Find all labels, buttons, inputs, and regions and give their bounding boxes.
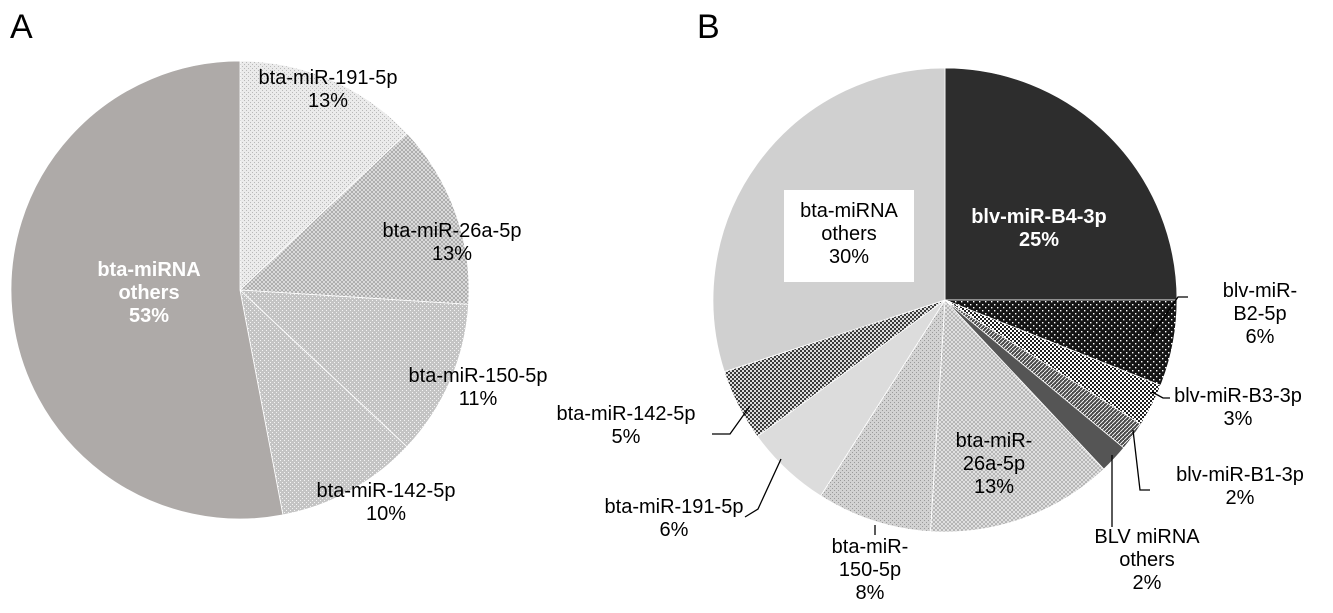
panel-b-letter: B — [697, 8, 720, 46]
pie-chart-b: blv-miR-B4-3p25%blv-miR-B2-5p6%blv-miR-B… — [557, 67, 1304, 604]
slice-name-line: blv-miR-B1-3p — [1176, 464, 1304, 486]
slice-name-line: others — [118, 282, 179, 304]
pie-slice-5 — [10, 60, 284, 520]
slices — [10, 60, 470, 520]
slice-name-line: B2-5p — [1233, 303, 1286, 325]
slice-percent-label: 10% — [366, 503, 406, 525]
slice-name-line: bta-miR-142-5p — [557, 403, 696, 425]
slice-name-line: others — [1119, 549, 1175, 571]
leader-line — [1150, 296, 1188, 337]
slice-name-line: blv-miR- — [1223, 280, 1297, 302]
slice-label: bta-miR-191-5p6% — [605, 496, 744, 541]
slice-name-line: blv-miR-B3-3p — [1174, 385, 1302, 407]
slice-name-line: others — [821, 223, 877, 245]
pie-slice-4 — [239, 288, 408, 516]
slice-label: bta-miR-150-5p8% — [832, 536, 909, 604]
pie-slice-3 — [238, 289, 469, 448]
slice-labels: bta-miR-191-5p13%bta-miR-26a-5p13%bta-mi… — [97, 67, 547, 525]
slice-name-line: bta-miR-150-5p — [409, 365, 548, 387]
slice-name-line: 150-5p — [839, 559, 901, 581]
pie-chart-a: bta-miR-191-5p13%bta-miR-26a-5p13%bta-mi… — [10, 60, 547, 525]
slice-percent-label: 53% — [129, 305, 169, 327]
slices — [712, 67, 1178, 533]
slice-name-line: 26a-5p — [963, 453, 1025, 475]
slice-name-line: bta-miR-191-5p — [605, 496, 744, 518]
slice-label: blv-miR-B1-3p2% — [1176, 464, 1304, 509]
leader-line — [1151, 391, 1170, 399]
panel-a-letter: A — [10, 8, 33, 46]
panel-b: B blv-miR-B4-3p25%blv-miR-B2-5p6%blv-miR… — [557, 8, 1304, 604]
panel-a: A bta-miR-191-5p13%bta-miR-26a-5p13%bta-… — [10, 8, 547, 525]
slice-name-line: bta-miRNA — [800, 200, 898, 222]
leader-line — [712, 405, 751, 435]
slice-name-line: bta-miR- — [956, 430, 1033, 452]
pie-slice-1 — [944, 67, 1178, 301]
slice-percent-label: 11% — [459, 388, 498, 410]
slice-name-line: BLV miRNA — [1094, 526, 1200, 548]
slice-label: bta-miR-142-5p5% — [557, 403, 696, 448]
slice-percent-label: 13% — [432, 243, 472, 265]
slice-name-line: blv-miR-B4-3p — [971, 206, 1107, 228]
slice-name-line: bta-miR-191-5p — [259, 67, 398, 89]
pie-slice-6 — [930, 299, 1105, 533]
pie-slice-7 — [820, 299, 946, 532]
slice-name-line: bta-miR-26a-5p — [383, 220, 522, 242]
slice-label: blv-miR-B3-3p3% — [1174, 385, 1302, 430]
pie-slice-1 — [239, 60, 408, 291]
slice-percent-label: 2% — [1226, 487, 1255, 509]
slice-percent-label: 3% — [1224, 408, 1253, 430]
slice-percent-label: 2% — [1133, 572, 1162, 594]
slice-percent-label: 13% — [974, 476, 1014, 498]
slice-percent-label: 6% — [660, 519, 689, 541]
slice-label: blv-miR-B2-5p6% — [1223, 280, 1297, 348]
leader-line — [744, 458, 782, 518]
slice-percent-label: 25% — [1019, 229, 1059, 251]
slice-percent-label: 8% — [856, 582, 885, 604]
pie-slice-2 — [239, 132, 470, 305]
slice-percent-label: 6% — [1246, 326, 1275, 348]
slice-name-line: bta-miR- — [832, 536, 909, 558]
slice-percent-label: 30% — [829, 246, 869, 268]
slice-percent-label: 13% — [308, 90, 348, 112]
leader-line — [1132, 429, 1150, 491]
slice-percent-label: 5% — [612, 426, 641, 448]
slice-name-line: bta-miR-142-5p — [317, 480, 456, 502]
label-box — [784, 190, 914, 282]
slice-name-line: bta-miRNA — [97, 259, 200, 281]
slice-labels: blv-miR-B4-3p25%blv-miR-B2-5p6%blv-miR-B… — [557, 190, 1304, 604]
